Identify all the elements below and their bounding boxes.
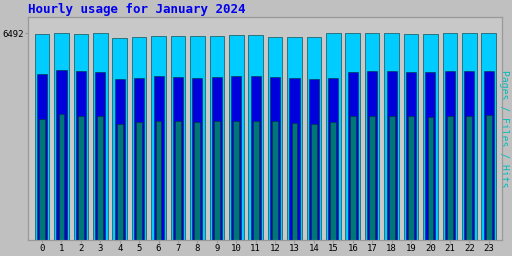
Bar xyxy=(425,72,436,240)
Bar xyxy=(369,116,375,240)
Bar xyxy=(136,122,142,240)
Bar xyxy=(445,71,455,240)
Bar xyxy=(93,33,108,240)
Bar xyxy=(348,72,358,240)
Bar xyxy=(76,71,86,240)
Bar xyxy=(272,121,278,240)
Bar xyxy=(385,33,399,240)
Bar xyxy=(447,116,453,240)
Bar xyxy=(484,71,494,240)
Bar xyxy=(132,37,146,240)
Bar xyxy=(442,33,457,240)
Bar xyxy=(113,38,127,240)
Bar xyxy=(291,123,297,240)
Bar xyxy=(289,78,300,240)
Bar xyxy=(233,121,239,240)
Bar xyxy=(330,122,336,240)
Bar xyxy=(209,36,224,240)
Bar xyxy=(408,116,414,240)
Bar xyxy=(190,36,205,240)
Bar xyxy=(406,72,416,240)
Bar xyxy=(170,36,185,240)
Bar xyxy=(389,116,395,240)
Bar xyxy=(78,116,84,240)
Bar xyxy=(311,124,317,240)
Bar xyxy=(464,71,474,240)
Bar xyxy=(193,78,202,240)
Bar xyxy=(214,121,220,240)
Bar xyxy=(387,71,397,240)
Bar xyxy=(250,76,261,240)
Bar xyxy=(326,33,340,240)
Bar xyxy=(115,79,125,240)
Bar xyxy=(195,122,200,240)
Bar xyxy=(117,124,123,240)
Bar xyxy=(486,115,492,240)
Bar xyxy=(328,78,338,240)
Bar xyxy=(54,33,69,240)
Bar xyxy=(212,77,222,240)
Bar xyxy=(428,117,433,240)
Bar xyxy=(253,121,259,240)
Bar xyxy=(154,76,164,240)
Y-axis label: Pages / Files / Hits: Pages / Files / Hits xyxy=(499,70,509,187)
Bar xyxy=(39,119,45,240)
Bar xyxy=(423,34,438,240)
Bar xyxy=(151,36,166,240)
Bar xyxy=(248,35,263,240)
Bar xyxy=(350,116,356,240)
Bar xyxy=(346,33,360,240)
Bar xyxy=(466,116,472,240)
Bar xyxy=(173,77,183,240)
Bar xyxy=(287,37,302,240)
Bar xyxy=(58,114,65,240)
Bar xyxy=(367,71,377,240)
Bar xyxy=(309,79,319,240)
Bar xyxy=(156,121,161,240)
Bar xyxy=(365,33,379,240)
Bar xyxy=(56,70,67,240)
Text: Hourly usage for January 2024: Hourly usage for January 2024 xyxy=(29,3,246,16)
Bar xyxy=(404,34,418,240)
Bar xyxy=(268,37,282,240)
Bar xyxy=(229,35,244,240)
Bar xyxy=(97,116,103,240)
Bar xyxy=(481,33,496,240)
Bar xyxy=(35,35,49,240)
Bar xyxy=(37,74,47,240)
Bar xyxy=(95,72,105,240)
Bar xyxy=(307,37,321,240)
Bar xyxy=(270,77,280,240)
Bar xyxy=(462,33,477,240)
Bar xyxy=(134,78,144,240)
Bar xyxy=(231,76,241,240)
Bar xyxy=(74,34,88,240)
Bar xyxy=(175,121,181,240)
